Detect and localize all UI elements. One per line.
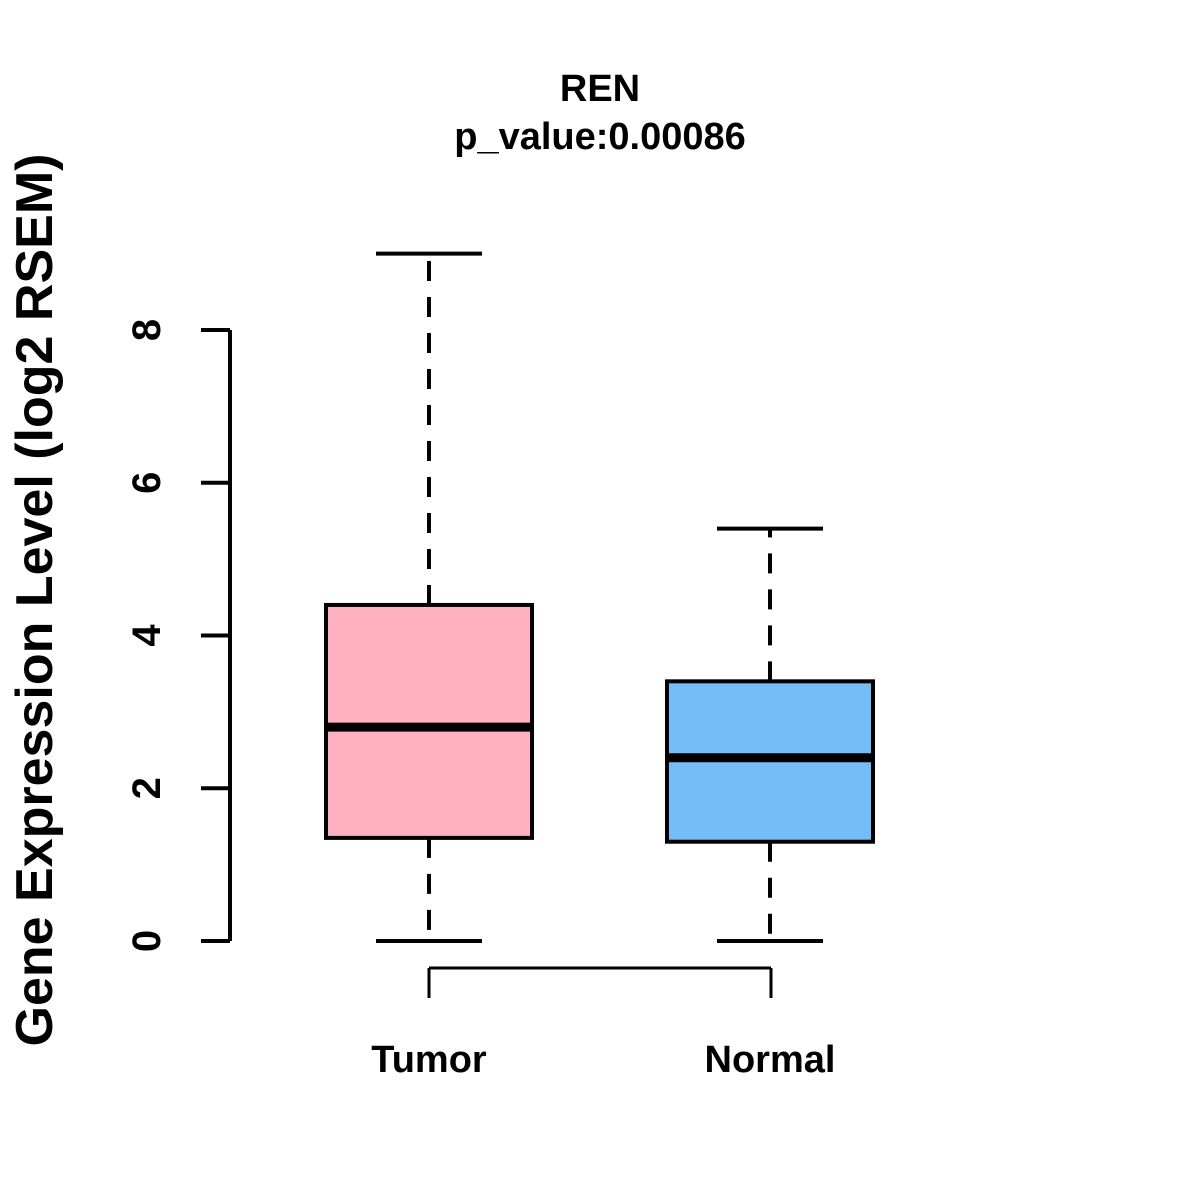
y-axis-tick-label: 0 (125, 930, 169, 952)
x-category-label-normal: Normal (705, 1039, 836, 1081)
y-axis-tick-label: 4 (125, 624, 169, 647)
y-axis-tick-label: 8 (125, 319, 169, 341)
x-category-label-tumor: Tumor (371, 1039, 487, 1081)
tumor-box (324, 602, 534, 840)
chart-subtitle: p_value:0.00086 (454, 116, 746, 158)
chart-title: REN (559, 68, 641, 110)
y-axis-tick-label: 6 (125, 472, 169, 494)
y-axis-tick-label: 2 (125, 777, 169, 799)
